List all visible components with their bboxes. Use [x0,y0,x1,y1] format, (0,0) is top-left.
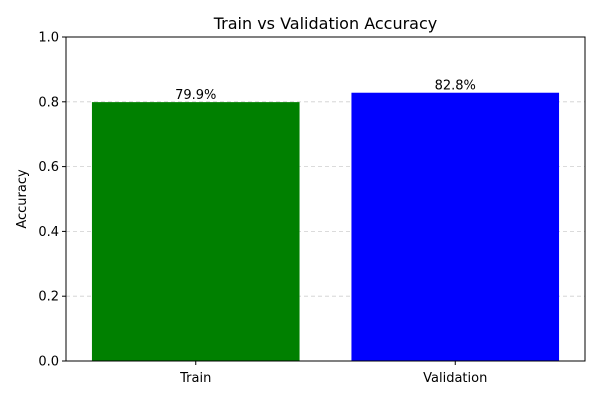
chart-title: Train vs Validation Accuracy [213,14,438,33]
y-tick-label-3: 0.6 [38,160,59,175]
y-tick-label-0: 0.0 [38,355,59,370]
bar-validation [351,92,560,361]
data-label-validation: 82.8% [435,79,476,94]
bar-train [91,102,300,362]
axes: Train Validation 0.0 0.2 0.4 0.6 0.8 1.0 [38,31,586,386]
data-label-train: 79.9% [175,88,216,103]
y-tick-label-2: 0.4 [38,225,59,240]
data-labels: 79.9% 82.8% [175,79,476,103]
y-axis-label: Accuracy [15,169,30,229]
y-tick-label-1: 0.2 [38,290,59,305]
x-tick-label-train: Train [179,371,211,386]
y-tick-label-5: 1.0 [38,31,59,46]
x-tick-label-validation: Validation [423,371,487,386]
y-tick-label-4: 0.8 [38,95,59,110]
bars [91,92,560,362]
plot-frame [65,36,586,362]
